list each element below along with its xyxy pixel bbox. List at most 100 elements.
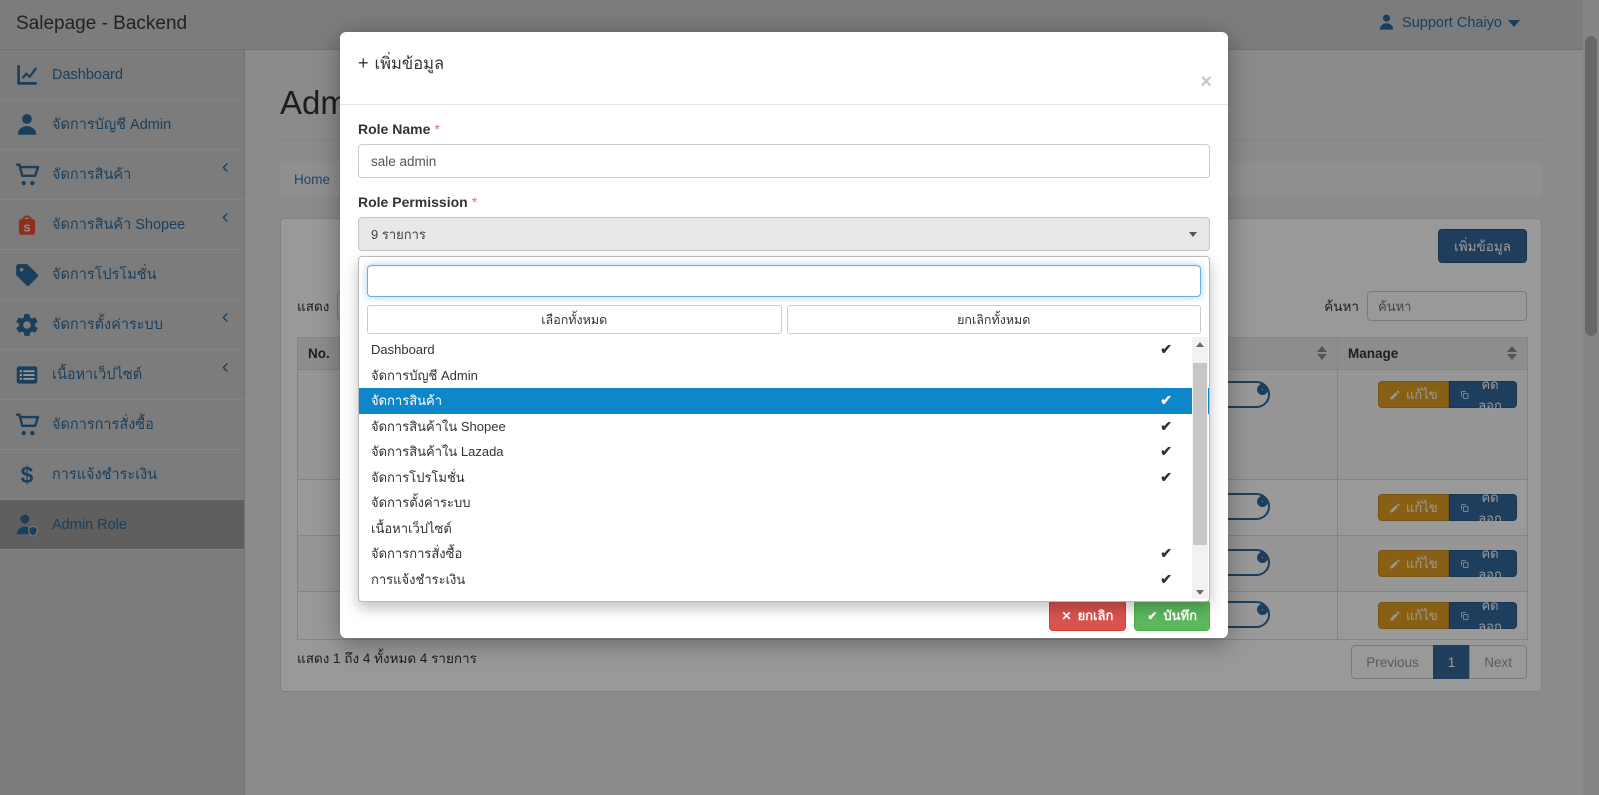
permission-option-label: Dashboard (371, 342, 435, 357)
table-summary: แสดง 1 ถึง 4 ทั้งหมด 4 รายการ (297, 651, 477, 666)
required-asterisk (468, 194, 477, 210)
permission-option[interactable]: จัดการสินค้าใน Shopee (359, 414, 1209, 440)
permission-option[interactable]: Dashboard (359, 337, 1209, 363)
sort-icon (1507, 346, 1517, 360)
permission-bulk-actions: เลือกทั้งหมด ยกเลิกทั้งหมด (367, 305, 1201, 334)
breadcrumb-home-link[interactable]: Home (294, 171, 331, 187)
permission-option[interactable]: การแจ้งชำระเงิน (359, 567, 1209, 593)
permission-option-label: จัดการสินค้า (371, 393, 443, 408)
chevron-down-icon (1508, 20, 1520, 27)
check-icon (1160, 567, 1172, 593)
permission-option[interactable]: เนื้อหาเว็ปไซต์ (359, 516, 1209, 542)
sidebar-item-label: Admin Role (52, 516, 127, 533)
sidebar-item-label: เนื้อหาเว็ปไซต์ (52, 367, 143, 383)
permission-option[interactable]: จัดการสินค้า (359, 388, 1209, 414)
check-icon (1147, 608, 1157, 623)
scroll-up-icon[interactable] (1192, 337, 1208, 351)
edit-button[interactable]: แก้ไข (1378, 494, 1449, 521)
role-name-label: Role Name (358, 121, 1210, 137)
caret-down-icon (1189, 232, 1197, 237)
check-icon (1160, 388, 1172, 414)
sidebar-item-label: Dashboard (52, 66, 123, 83)
modal-header: เพิ่มข้อมูล (340, 32, 1228, 105)
deselect-all-button[interactable]: ยกเลิกทั้งหมด (786, 305, 1201, 334)
copy-button[interactable]: คัดลอก (1448, 598, 1517, 634)
add-data-modal: เพิ่มข้อมูล Role Name Role Permission 9 … (340, 32, 1228, 638)
check-icon (1160, 541, 1172, 567)
dropdown-scrollbar[interactable] (1192, 337, 1208, 599)
page-scrollbar-thumb[interactable] (1585, 36, 1597, 336)
page-scrollbar[interactable] (1583, 0, 1599, 795)
search-label: ค้นหา (1324, 299, 1359, 314)
permission-option-label: จัดการสินค้าใน Shopee (371, 418, 506, 434)
brand-title: Salepage - Backend (16, 13, 188, 34)
permission-count: 9 รายการ (371, 226, 426, 242)
row-manage-cell: แก้ไข คัดลอก (1337, 479, 1528, 536)
role-permission-label: Role Permission (358, 194, 1210, 210)
permission-option-list: Dashboard จัดการบัญชี Admin จัดการสินค้า (359, 337, 1209, 592)
permission-dropdown: เลือกทั้งหมด ยกเลิกทั้งหมด Dashboard จัด… (358, 256, 1210, 602)
permission-option-label: เนื้อหาเว็ปไซต์ (371, 520, 452, 536)
permission-option[interactable]: จัดการโปรโมชั่น (359, 465, 1209, 491)
user-name: Support Chaiyo (1402, 14, 1502, 31)
sidebar-item-label: จัดการโปรโมชั่น (52, 267, 157, 283)
sidebar-item-label: จัดการบัญชี Admin (52, 117, 172, 133)
permission-option[interactable]: จัดการตั้งค่าระบบ (359, 490, 1209, 516)
sidebar-item[interactable]: จัดการโปรโมชั่น (0, 250, 244, 300)
modal-title: เพิ่มข้อมูล (358, 51, 1210, 77)
edit-button[interactable]: แก้ไข (1378, 381, 1449, 408)
scroll-down-icon[interactable] (1192, 585, 1208, 599)
role-name-input[interactable] (358, 144, 1210, 178)
plus-icon (358, 55, 375, 73)
sidebar-item[interactable]: จัดการการสั่งซื้อ (0, 400, 244, 450)
copy-button[interactable]: คัดลอก (1448, 546, 1517, 582)
search-input[interactable] (1367, 291, 1527, 321)
permission-option-label: จัดการโปรโมชั่น (371, 469, 465, 485)
row-manage-cell: แก้ไข คัดลอก (1337, 535, 1528, 592)
sidebar-item[interactable]: จัดการตั้งค่าระบบ (0, 300, 244, 350)
cancel-button[interactable]: ยกเลิก (1048, 600, 1127, 631)
pagination-page-1[interactable]: 1 (1432, 645, 1471, 679)
sidebar: Dashboard จัดการบัญชี Admin จัดการสินค้า… (0, 50, 245, 795)
save-button[interactable]: บันทึก (1134, 600, 1210, 631)
edit-button[interactable]: แก้ไข (1378, 602, 1449, 629)
sidebar-item[interactable]: Dashboard (0, 50, 244, 100)
sidebar-item-label: จัดการสินค้า Shopee (52, 217, 186, 233)
length-label: แสดง (297, 299, 330, 314)
check-icon (1160, 439, 1172, 465)
permission-option[interactable]: จัดการสินค้าใน Lazada (359, 439, 1209, 465)
check-icon (1160, 465, 1172, 491)
sidebar-item-label: การแจ้งชำระเงิน (52, 467, 158, 483)
column-header-manage[interactable]: Manage (1337, 337, 1528, 370)
copy-button[interactable]: คัดลอก (1448, 377, 1517, 413)
sidebar-item-label: จัดการตั้งค่าระบบ (52, 317, 163, 333)
sidebar-item[interactable]: Admin Role (0, 500, 244, 550)
select-all-button[interactable]: เลือกทั้งหมด (367, 305, 782, 334)
required-asterisk (430, 121, 439, 137)
close-icon[interactable] (1200, 72, 1212, 92)
permission-filter-input[interactable] (367, 265, 1201, 297)
edit-button[interactable]: แก้ไข (1378, 550, 1449, 577)
permission-option[interactable]: จัดการบัญชี Admin (359, 363, 1209, 389)
sort-icon (1317, 346, 1327, 360)
x-icon (1062, 608, 1072, 623)
sidebar-item[interactable]: จัดการสินค้า (0, 150, 244, 200)
permission-option-label: จัดการสินค้าใน Lazada (371, 444, 504, 459)
dropdown-scrollbar-thumb[interactable] (1193, 363, 1207, 545)
row-manage-cell: แก้ไข คัดลอก (1337, 369, 1528, 480)
check-icon (1160, 414, 1172, 440)
pagination: Previous 1 Next (1351, 645, 1527, 679)
permission-multiselect-button[interactable]: 9 รายการ (358, 217, 1210, 251)
pagination-next[interactable]: Next (1469, 645, 1527, 679)
permission-option[interactable]: จัดการการสั่งซื้อ (359, 541, 1209, 567)
user-menu[interactable]: Support Chaiyo (1377, 13, 1520, 32)
sidebar-item[interactable]: การแจ้งชำระเงิน (0, 450, 244, 500)
add-data-button[interactable]: เพิ่มข้อมูล (1438, 229, 1527, 263)
copy-button[interactable]: คัดลอก (1448, 490, 1517, 526)
permission-option-label: การแจ้งชำระเงิน (371, 571, 466, 587)
permission-option-label: จัดการการสั่งซื้อ (371, 546, 463, 561)
sidebar-item[interactable]: เนื้อหาเว็ปไซต์ (0, 350, 244, 400)
sidebar-item[interactable]: จัดการบัญชี Admin (0, 100, 244, 150)
modal-body: Role Name Role Permission 9 รายการ เลือก… (340, 105, 1228, 602)
sidebar-item[interactable]: จัดการสินค้า Shopee (0, 200, 244, 250)
